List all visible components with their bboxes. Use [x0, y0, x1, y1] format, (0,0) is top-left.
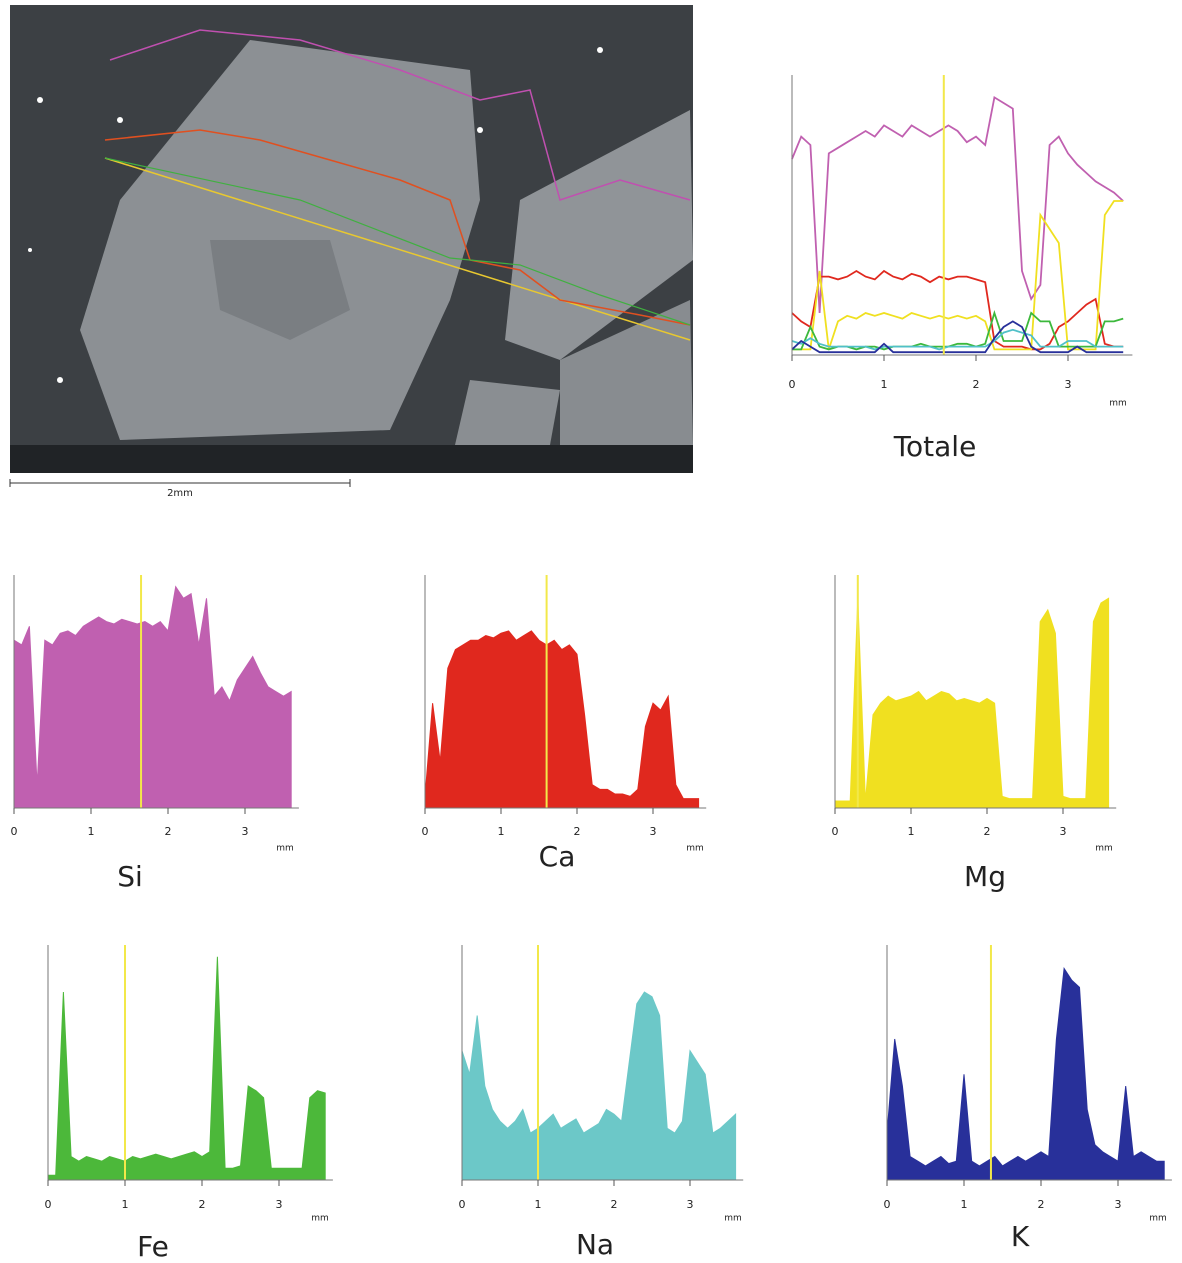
series-line: [792, 321, 1123, 352]
figure-svg: 2mm 0123mmTotale0123mmSi0123mmCa0123mmMg…: [0, 0, 1182, 1263]
x-axis-label: mm: [724, 1214, 742, 1224]
x-tick-label: 2: [611, 1198, 618, 1211]
x-tick-label: 0: [832, 825, 839, 838]
x-tick-label: 0: [789, 378, 796, 391]
x-axis-label: mm: [686, 844, 704, 854]
x-tick-label: 0: [11, 825, 18, 838]
chart-title: Ca: [539, 840, 576, 873]
x-axis-label: mm: [276, 844, 294, 854]
x-tick-label: 2: [199, 1198, 206, 1211]
x-tick-label: 0: [459, 1198, 466, 1211]
series-area: [462, 992, 736, 1180]
x-tick-label: 1: [88, 825, 95, 838]
x-tick-label: 2: [1038, 1198, 1045, 1211]
series-line: [792, 97, 1123, 313]
x-tick-label: 3: [1060, 825, 1067, 838]
x-tick-label: 1: [881, 378, 888, 391]
scale-label: 2mm: [167, 488, 193, 499]
series-area: [425, 631, 699, 808]
x-axis-label: mm: [1095, 844, 1113, 854]
x-tick-label: 3: [687, 1198, 694, 1211]
series-area: [835, 598, 1109, 808]
x-axis-label: mm: [1149, 1214, 1167, 1224]
x-axis-label: mm: [1109, 399, 1127, 409]
x-tick-label: 2: [574, 825, 581, 838]
x-tick-label: 3: [276, 1198, 283, 1211]
series-line: [792, 271, 1123, 349]
x-tick-label: 1: [122, 1198, 129, 1211]
series-area: [48, 957, 325, 1180]
x-tick-label: 1: [961, 1198, 968, 1211]
x-tick-label: 2: [984, 825, 991, 838]
series-area: [14, 587, 291, 808]
chart-title: Si: [117, 860, 143, 893]
chart-title: K: [1011, 1220, 1030, 1253]
x-tick-label: 1: [908, 825, 915, 838]
chart-title: Mg: [964, 860, 1006, 893]
x-tick-label: 3: [242, 825, 249, 838]
x-tick-label: 3: [1065, 378, 1072, 391]
x-tick-label: 1: [498, 825, 505, 838]
x-tick-label: 3: [1115, 1198, 1122, 1211]
chart-title: Na: [576, 1228, 614, 1261]
x-tick-label: 0: [45, 1198, 52, 1211]
x-tick-label: 2: [165, 825, 172, 838]
chart-title: Fe: [137, 1230, 169, 1263]
x-tick-label: 0: [422, 825, 429, 838]
chart-title: Totale: [893, 430, 977, 463]
x-tick-label: 0: [884, 1198, 891, 1211]
series-line: [792, 201, 1123, 349]
figure: 2mm 0123mmTotale0123mmSi0123mmCa0123mmMg…: [0, 0, 1182, 1263]
x-axis-label: mm: [311, 1214, 329, 1224]
series-area: [887, 969, 1164, 1181]
x-tick-label: 3: [650, 825, 657, 838]
x-tick-label: 1: [535, 1198, 542, 1211]
x-tick-label: 2: [973, 378, 980, 391]
sem-image: [10, 5, 693, 473]
